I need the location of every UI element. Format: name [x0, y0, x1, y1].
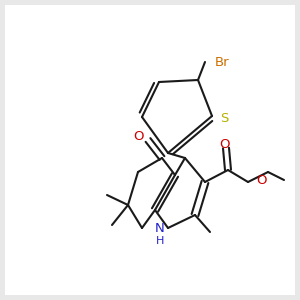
Text: O: O	[256, 173, 266, 187]
Text: O: O	[134, 130, 144, 143]
FancyBboxPatch shape	[5, 5, 295, 295]
Text: O: O	[219, 139, 229, 152]
Text: H: H	[156, 236, 164, 246]
Text: N: N	[154, 223, 164, 236]
Text: Br: Br	[215, 56, 230, 68]
Text: S: S	[220, 112, 228, 124]
